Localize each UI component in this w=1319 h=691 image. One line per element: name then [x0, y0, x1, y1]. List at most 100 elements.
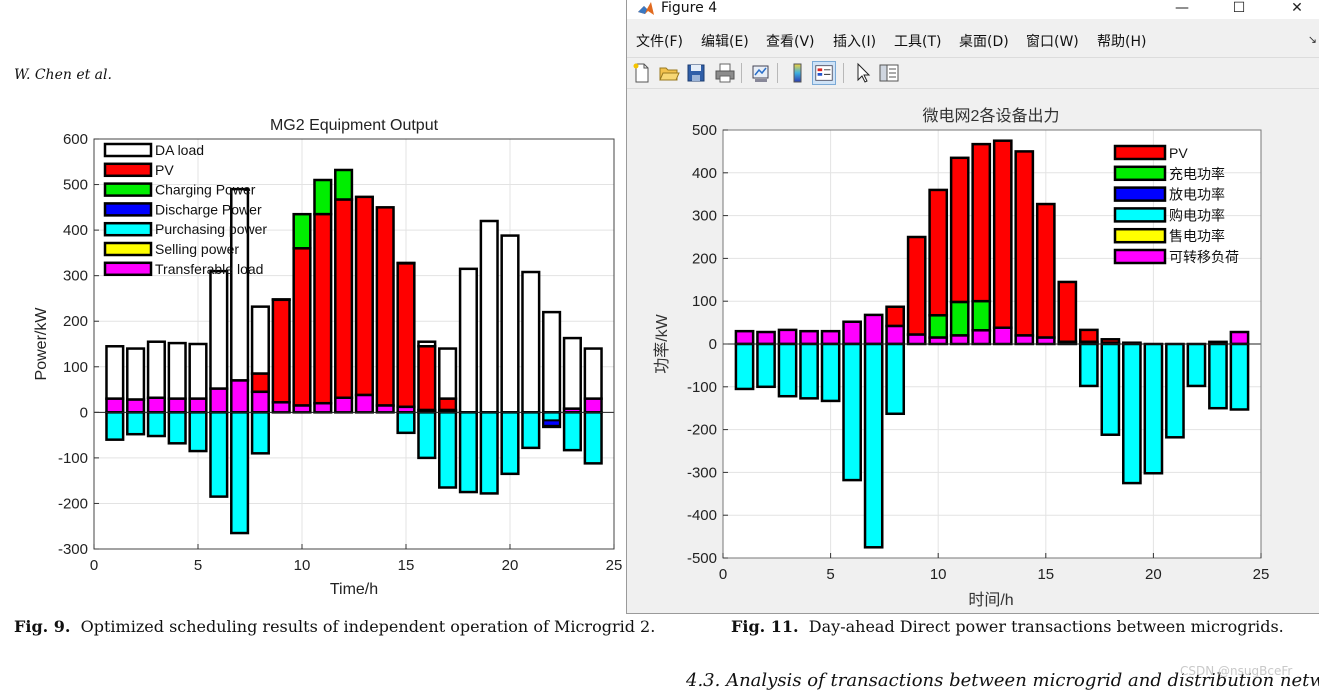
bar-pv-h14	[377, 207, 394, 405]
matlab-logo-icon	[637, 1, 655, 17]
chart1-ylabel: Power/kW	[33, 307, 50, 381]
chart1-xlabel: Time/h	[330, 581, 378, 598]
bar-purchasing-h17	[1080, 344, 1097, 386]
bar-transferable-h5	[822, 331, 839, 344]
y-tick-label: -200	[687, 422, 717, 439]
bar-da-load-h20	[502, 236, 519, 413]
x-tick-label: 5	[826, 566, 834, 583]
legend-swatch-selling	[105, 243, 151, 255]
y-tick-label: 300	[692, 208, 717, 225]
x-tick-label: 10	[930, 566, 947, 583]
legend-swatch-purchasing	[1115, 208, 1165, 221]
bar-pv-h11	[314, 214, 331, 403]
y-tick-label: 400	[692, 165, 717, 182]
close-button[interactable]: ✕	[1282, 0, 1312, 19]
bar-charging-h10	[294, 214, 311, 248]
y-tick-label: 500	[692, 122, 717, 139]
maximize-button[interactable]: ☐	[1224, 0, 1254, 19]
bar-transferable-h6	[210, 389, 227, 413]
menu-grip-icon: ↘	[1308, 33, 1317, 46]
pointer-icon[interactable]	[851, 61, 875, 85]
bar-charging-h12	[973, 301, 990, 330]
chart1-title: MG2 Equipment Output	[270, 117, 439, 134]
bar-transferable-h10	[294, 406, 311, 413]
menu-tools[interactable]: 工具(T)	[894, 31, 941, 51]
bar-pv-h10	[294, 248, 311, 405]
author-line: W. Chen et al.	[14, 67, 112, 83]
legend-label: 充电功率	[1169, 166, 1225, 182]
bar-da-load-h7	[231, 189, 248, 380]
bar-purchasing-h1	[736, 344, 753, 389]
legend-swatch-discharge	[1115, 188, 1165, 201]
y-tick-label: 200	[692, 250, 717, 267]
legend-label: Selling power	[155, 241, 239, 257]
minimize-button[interactable]: —	[1167, 0, 1197, 19]
bar-da-load-h6	[210, 271, 227, 389]
bar-pv-h16	[1059, 282, 1076, 342]
y-tick-label: 500	[63, 177, 88, 194]
legend-icon[interactable]	[812, 61, 836, 85]
bar-transferable-h2	[757, 332, 774, 344]
bar-transferable-h13	[356, 395, 373, 412]
toolbar-separator	[843, 63, 844, 83]
toolbar-separator	[777, 63, 778, 83]
menu-insert[interactable]: 插入(I)	[833, 31, 876, 51]
x-tick-label: 15	[398, 557, 415, 574]
bar-purchasing-h24	[585, 412, 602, 463]
bar-purchasing-h3	[148, 412, 165, 436]
bar-purchasing-h17	[439, 412, 456, 487]
bar-purchasing-h2	[757, 344, 774, 387]
menu-bar: 文件(F) 编辑(E) 查看(V) 插入(I) 工具(T) 桌面(D) 窗口(W…	[627, 27, 1319, 51]
bar-transferable-h15	[1037, 338, 1054, 344]
y-tick-label: 0	[709, 336, 717, 353]
x-tick-label: 15	[1037, 566, 1054, 583]
bar-purchasing-h7	[865, 344, 882, 547]
bar-transferable-h11	[314, 403, 331, 412]
legend-swatch-selling	[1115, 229, 1165, 242]
legend-label: Purchasing power	[155, 221, 267, 237]
new-figure-icon[interactable]	[630, 61, 654, 85]
toolbar-separator	[741, 63, 742, 83]
menu-window[interactable]: 窗口(W)	[1026, 31, 1079, 51]
bar-transferable-h3	[148, 398, 165, 413]
menu-file[interactable]: 文件(F)	[636, 31, 683, 51]
bar-purchasing-h23	[564, 412, 581, 450]
legend-label: Charging Power	[155, 182, 256, 198]
bar-da-load-h18	[460, 269, 477, 413]
print-icon[interactable]	[713, 61, 737, 85]
menu-desktop[interactable]: 桌面(D)	[959, 31, 1009, 51]
bar-transferable-h10	[930, 338, 947, 344]
bar-purchasing-h19	[481, 412, 498, 493]
bar-transferable-h9	[908, 335, 925, 344]
x-tick-label: 20	[502, 557, 519, 574]
bar-purchasing-h3	[779, 344, 796, 396]
x-tick-label: 20	[1145, 566, 1162, 583]
bar-purchasing-h18	[1102, 344, 1119, 435]
menu-edit[interactable]: 编辑(E)	[701, 31, 749, 51]
figure-9-caption-text: Optimized scheduling results of independ…	[81, 617, 656, 636]
bar-purchasing-h2	[127, 412, 144, 434]
chart2-xlabel: 时间/h	[968, 591, 1013, 609]
legend-label: Discharge Power	[155, 201, 262, 217]
save-icon[interactable]	[684, 61, 708, 85]
bar-charging-h10	[930, 315, 947, 337]
colorbar-icon[interactable]	[785, 61, 809, 85]
property-inspector-icon[interactable]	[877, 61, 901, 85]
figure-window: Figure 4 — ☐ ✕ 文件(F) 编辑(E) 查看(V) 插入(I) 工…	[626, 0, 1319, 614]
menu-help[interactable]: 帮助(H)	[1097, 31, 1146, 51]
bar-purchasing-h1	[106, 412, 123, 439]
menu-view[interactable]: 查看(V)	[766, 31, 815, 51]
open-file-icon[interactable]	[657, 61, 681, 85]
bar-da-load-h17	[439, 349, 456, 399]
bar-da-load-h22	[543, 312, 560, 412]
bar-charging-h11	[951, 302, 968, 335]
bar-purchasing-h4	[800, 344, 817, 398]
chart2-title: 微电网2各设备出力	[923, 107, 1060, 125]
bar-pv-h13	[994, 141, 1011, 328]
link-plot-icon[interactable]	[749, 61, 773, 85]
bar-transferable-h13	[994, 328, 1011, 344]
bar-pv-h12	[973, 144, 990, 301]
legend-swatch-charging	[1115, 167, 1165, 180]
y-tick-label: -500	[687, 550, 717, 567]
bar-pv-h15	[398, 263, 415, 407]
